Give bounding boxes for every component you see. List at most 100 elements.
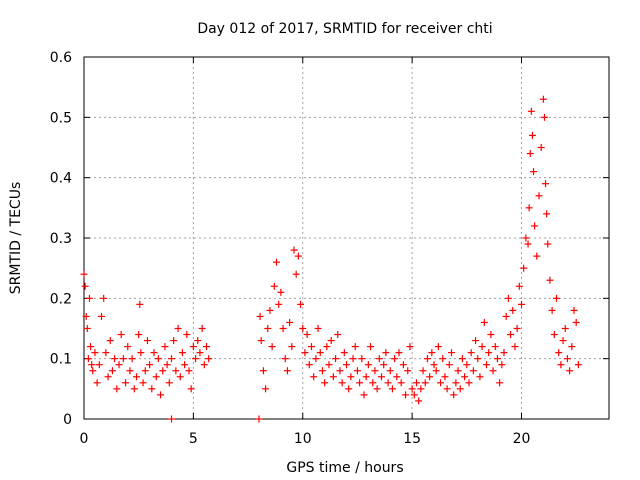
data-point: [448, 349, 455, 357]
data-point: [327, 337, 335, 345]
data-point: [415, 397, 423, 405]
data-point: [485, 349, 493, 357]
data-point: [566, 367, 574, 375]
data-point: [544, 240, 552, 248]
data-point: [128, 355, 136, 363]
data-point: [187, 385, 195, 393]
data-point: [150, 349, 158, 357]
data-point: [124, 343, 132, 351]
data-point: [386, 367, 394, 375]
data-point: [507, 331, 515, 339]
data-point: [143, 337, 151, 345]
data-point: [122, 379, 130, 387]
data-point: [419, 367, 427, 375]
data-point: [572, 318, 580, 326]
data-point: [472, 337, 480, 345]
data-point: [141, 367, 149, 375]
data-point: [388, 385, 396, 393]
data-point: [511, 343, 519, 351]
data-point: [410, 391, 418, 399]
data-point: [157, 391, 165, 399]
data-point: [467, 349, 475, 357]
data-point: [540, 113, 548, 121]
data-point: [185, 367, 193, 375]
data-point: [382, 349, 390, 357]
data-point: [255, 415, 263, 423]
data-point: [353, 367, 361, 375]
data-point: [543, 210, 551, 218]
data-point: [312, 355, 320, 363]
data-point: [297, 300, 305, 308]
data-point: [345, 385, 353, 393]
data-point: [498, 361, 506, 369]
data-point: [421, 379, 429, 387]
data-point: [487, 331, 495, 339]
data-point: [119, 355, 127, 363]
data-point: [527, 107, 535, 115]
data-point: [154, 355, 162, 363]
data-point: [423, 355, 431, 363]
data-point: [478, 343, 486, 351]
data-point: [137, 349, 145, 357]
data-point: [316, 349, 324, 357]
data-point: [493, 355, 501, 363]
data-point: [458, 355, 466, 363]
data-point: [528, 131, 536, 139]
data-point: [301, 349, 309, 357]
data-point: [343, 361, 350, 369]
data-point: [178, 349, 186, 357]
data-point: [502, 312, 510, 320]
data-point: [283, 367, 291, 375]
y-tick-label: 0: [63, 412, 72, 428]
data-point: [318, 367, 326, 375]
data-point: [268, 343, 276, 351]
data-point: [496, 379, 504, 387]
data-point: [349, 355, 357, 363]
data-point: [525, 204, 533, 212]
data-point: [310, 373, 318, 381]
data-point: [290, 246, 298, 254]
data-point: [561, 325, 569, 332]
data-point: [489, 367, 497, 375]
data-point: [102, 349, 110, 357]
data-point: [434, 343, 442, 351]
data-point: [168, 355, 175, 363]
data-point: [205, 355, 213, 363]
data-point: [133, 373, 140, 381]
data-point: [95, 361, 103, 369]
data-point: [334, 331, 342, 339]
data-point: [408, 385, 416, 393]
data-point: [570, 306, 578, 314]
x-tick-label: 20: [513, 431, 531, 447]
data-point: [89, 367, 97, 375]
data-point: [165, 379, 173, 387]
data-point: [402, 391, 410, 399]
data-point: [515, 282, 523, 290]
data-point: [294, 252, 302, 260]
data-point: [371, 367, 379, 375]
data-point: [520, 264, 528, 272]
data-point: [439, 355, 447, 363]
data-point: [526, 150, 534, 158]
data-point: [87, 343, 95, 351]
y-tick-label: 0.2: [50, 291, 72, 307]
data-point: [351, 343, 359, 351]
data-point: [476, 373, 484, 381]
data-point: [305, 361, 313, 369]
data-point: [426, 373, 434, 381]
data-point: [480, 318, 488, 326]
data-point: [563, 355, 571, 363]
data-point: [373, 385, 381, 393]
data-point: [98, 312, 105, 320]
data-point: [340, 349, 348, 357]
data-point: [292, 270, 300, 278]
data-point: [437, 379, 445, 387]
data-point: [93, 379, 101, 387]
data-point: [443, 385, 451, 393]
data-point: [196, 349, 204, 357]
y-tick-label: 0.4: [50, 171, 72, 187]
data-point: [362, 373, 370, 381]
data-point: [325, 361, 333, 369]
data-point: [450, 391, 458, 399]
